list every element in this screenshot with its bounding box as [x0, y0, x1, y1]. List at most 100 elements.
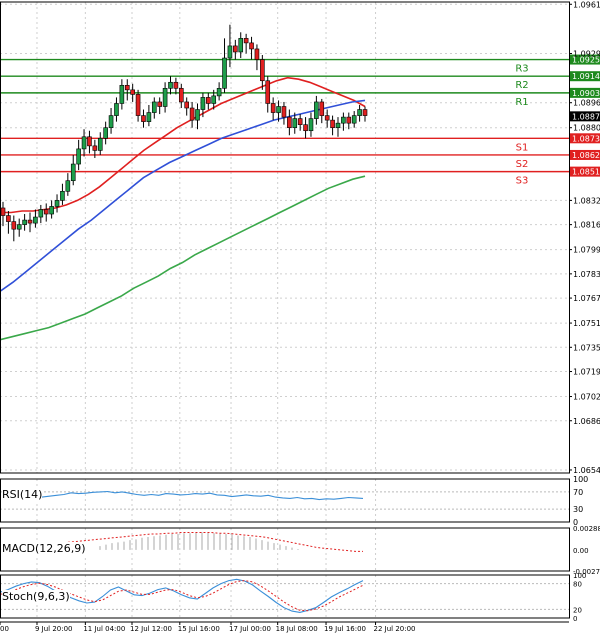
candle-body — [281, 106, 287, 118]
level-price-label: 1.08730 — [572, 134, 600, 143]
stoch-tick-label: 0 — [573, 615, 577, 623]
candle-body — [254, 48, 260, 60]
rsi-tick-label: 100 — [573, 475, 588, 484]
candle-body — [151, 101, 157, 113]
time-tick-label: 19 Jul 16:00 — [324, 625, 366, 633]
candle-body — [130, 89, 135, 95]
candle-body — [60, 191, 65, 201]
candles-layer — [0, 24, 368, 242]
candle-body — [330, 119, 335, 129]
candle-body — [308, 118, 314, 132]
candle-body — [287, 116, 292, 129]
candle-body — [146, 112, 152, 122]
level-price-box — [570, 71, 600, 82]
candle-body — [341, 116, 346, 124]
price-tick-label: 1.07350 — [573, 343, 600, 352]
candle-body — [119, 84, 125, 104]
level-price-label: 1.08620 — [572, 151, 600, 160]
macd-tick-label: -0.002795 — [573, 568, 600, 576]
candle-body — [178, 88, 184, 103]
stoch-tick-label: 80 — [573, 581, 582, 589]
candle-body — [195, 109, 200, 121]
price-tick-label: 1.07675 — [573, 294, 600, 303]
candle-body — [157, 101, 162, 107]
candle-body — [303, 124, 308, 132]
rsi-label: RSI(14) — [2, 488, 43, 501]
rsi-tick-label: 0 — [573, 518, 578, 527]
candle-body — [54, 200, 60, 207]
level-name-r3: R3 — [515, 64, 528, 75]
candle-body — [211, 95, 217, 104]
level-name-r2: R2 — [515, 80, 528, 91]
moving-average-layer — [0, 76, 366, 341]
level-name-s3: S3 — [516, 176, 529, 187]
candle-body — [76, 148, 81, 165]
candle-body — [97, 138, 103, 151]
candle-body — [276, 106, 281, 113]
candle-body — [297, 118, 303, 125]
candle-body — [168, 81, 173, 89]
candle-body — [22, 219, 27, 225]
price-tick-label: 1.08800 — [573, 124, 600, 133]
candle-body — [319, 101, 325, 116]
candle-body — [243, 38, 249, 44]
candle-body — [173, 81, 179, 89]
macd-signal-line — [59, 532, 363, 552]
current-price-label: 1.08875 — [572, 112, 600, 121]
candle-body — [357, 109, 362, 116]
candle-body — [38, 209, 44, 218]
ma-line-ma-fast — [0, 76, 366, 214]
frame-layer — [0, 1, 570, 623]
candle-body — [184, 101, 190, 109]
level-name-r1: R1 — [515, 97, 528, 108]
macd-tick-label: 0.002883 — [573, 525, 600, 533]
time-tick-label: 15 Jul 16:00 — [178, 625, 220, 633]
level-price-label: 1.09250 — [572, 56, 600, 65]
candle-body — [216, 88, 222, 97]
time-tick-label: 18 Jul 08:00 — [276, 625, 318, 633]
candle-body — [249, 42, 254, 50]
time-tick-label: 22 Jul 20:00 — [374, 625, 416, 633]
level-price-label: 1.08510 — [572, 168, 600, 177]
candle-body — [114, 103, 119, 116]
level-name-s2: S2 — [516, 159, 529, 170]
price-tick-label: 1.08965 — [573, 99, 600, 108]
candle-body — [124, 84, 130, 91]
level-price-box — [570, 166, 600, 177]
price-tick-label: 1.09290 — [573, 49, 600, 58]
level-price-box — [570, 133, 600, 144]
candle-body — [200, 97, 206, 110]
stoch-d-line — [0, 580, 364, 612]
candle-body — [81, 136, 87, 150]
price-tick-label: 1.07025 — [573, 393, 600, 402]
level-price-box — [570, 149, 600, 160]
ma-line-ma-slow — [0, 175, 366, 341]
candle-body — [49, 206, 54, 215]
level-price-box — [570, 54, 600, 65]
candle-body — [92, 145, 98, 151]
time-tick-label: 00 — [0, 625, 9, 633]
candle-body — [227, 45, 233, 59]
candle-body — [335, 122, 341, 129]
time-tick-label: 9 Jul 20:00 — [35, 625, 73, 633]
price-tick-label: 1.08160 — [573, 221, 600, 230]
price-tick-label: 1.07190 — [573, 368, 600, 377]
candle-body — [314, 101, 319, 119]
candle-body — [108, 115, 114, 129]
price-tick-label: 1.06540 — [573, 466, 600, 475]
candle-body — [233, 45, 238, 53]
level-lines-layer: R3 1.09250 R2 1.09140 R1 1.09030 S1 1.08730 S2 1.… — [0, 54, 600, 187]
rsi-tick-label: 30 — [573, 505, 583, 514]
candle-body — [65, 180, 71, 192]
candle-body — [260, 59, 265, 82]
candle-body — [292, 118, 298, 129]
current-price-box — [570, 111, 600, 122]
time-tick-label: 11 Jul 04:00 — [83, 625, 125, 633]
candle-body — [0, 207, 6, 216]
grid-layer — [0, 2, 569, 618]
price-tick-label: 1.06865 — [573, 417, 600, 426]
candle-body — [70, 163, 76, 182]
pane-frame — [0, 574, 570, 619]
